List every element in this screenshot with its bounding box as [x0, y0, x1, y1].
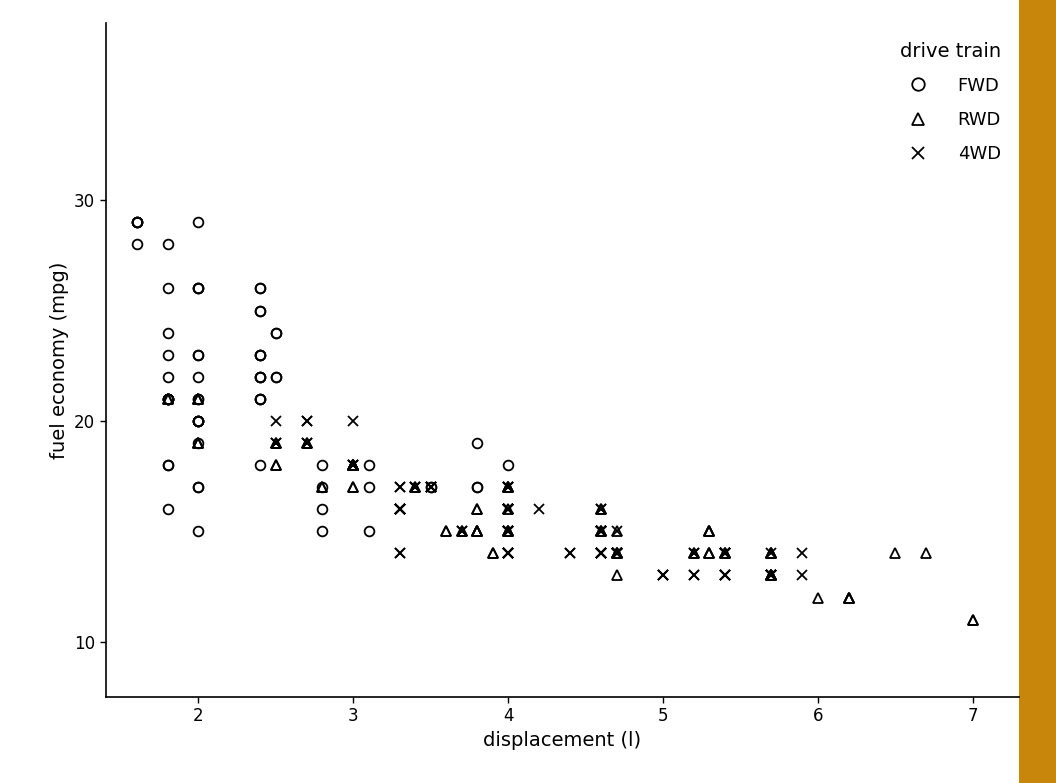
- Text: ugly: ugly: [1004, 23, 1056, 52]
- FWD: [269, 372, 282, 381]
- Line: RWD: RWD: [163, 394, 978, 625]
- 4WD: [269, 417, 282, 426]
- RWD: [347, 482, 360, 492]
- Legend: FWD, RWD, 4WD: FWD, RWD, 4WD: [891, 33, 1010, 172]
- RWD: [269, 460, 282, 470]
- 4WD: [502, 504, 514, 514]
- RWD: [471, 527, 484, 536]
- X-axis label: displacement (l): displacement (l): [484, 731, 641, 750]
- 4WD: [564, 549, 577, 558]
- FWD: [162, 394, 174, 403]
- RWD: [455, 527, 468, 536]
- 4WD: [610, 549, 623, 558]
- Y-axis label: fuel economy (mpg): fuel economy (mpg): [50, 262, 69, 459]
- RWD: [703, 549, 716, 558]
- 4WD: [610, 549, 623, 558]
- RWD: [269, 460, 282, 470]
- FWD: [192, 218, 205, 227]
- FWD: [130, 218, 143, 227]
- FWD: [192, 372, 205, 381]
- FWD: [316, 527, 328, 536]
- 4WD: [718, 549, 731, 558]
- FWD: [162, 372, 174, 381]
- FWD: [130, 218, 143, 227]
- 4WD: [502, 504, 514, 514]
- RWD: [162, 394, 174, 403]
- 4WD: [347, 460, 360, 470]
- 4WD: [765, 571, 777, 580]
- RWD: [966, 615, 979, 624]
- RWD: [269, 438, 282, 448]
- RWD: [703, 527, 716, 536]
- 4WD: [502, 482, 514, 492]
- Line: FWD: FWD: [132, 218, 513, 536]
- FWD: [162, 460, 174, 470]
- Line: 4WD: 4WD: [271, 416, 807, 580]
- FWD: [162, 350, 174, 359]
